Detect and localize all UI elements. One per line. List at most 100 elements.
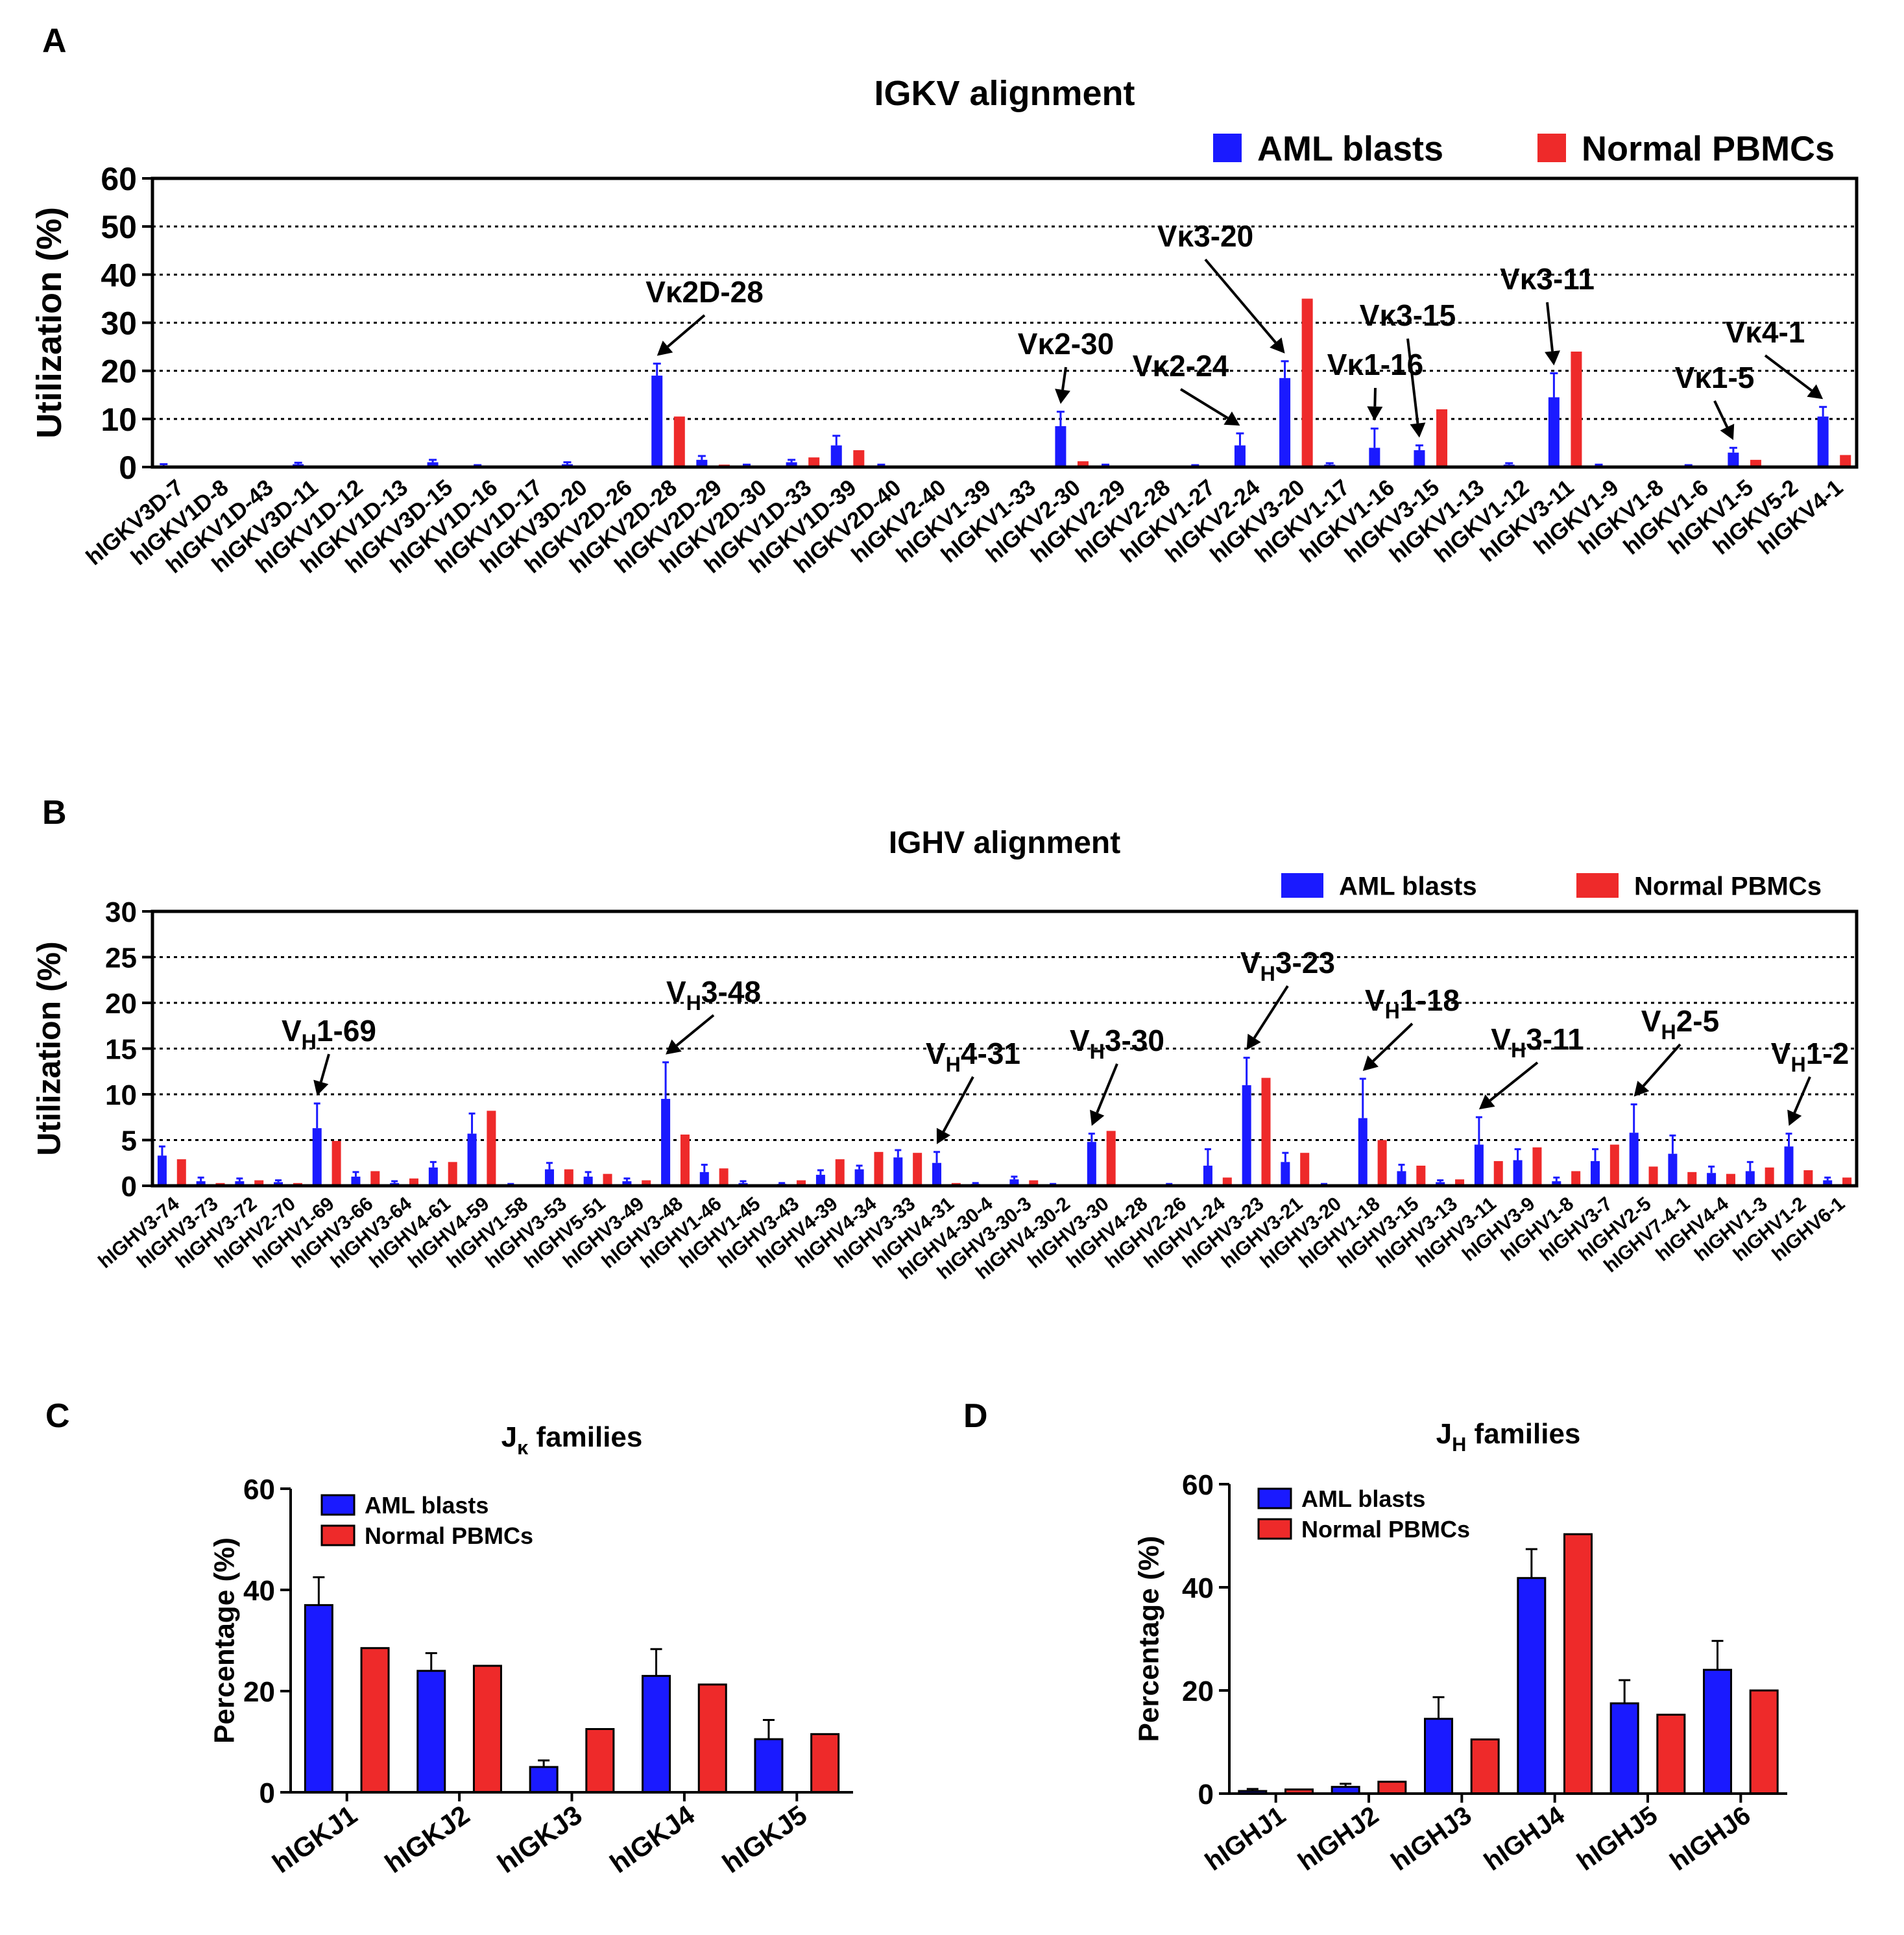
chart-b-ytick-label: 10: [105, 1079, 137, 1111]
chart-b-arrow-head-highv3-11: [1478, 1094, 1495, 1110]
chart-b-arrow-head-highv3-30: [1090, 1109, 1105, 1126]
chart-a-bar-aml-blasts-higkv4-1: [1817, 416, 1829, 467]
chart-d-title-main: J: [1436, 1418, 1452, 1450]
chart-a-bar-aml-blasts-higkv2-30: [1055, 426, 1066, 467]
chart-b-bar-normal-pbmcs-highv1-18: [1377, 1140, 1387, 1186]
chart-a-bar-normal-pbmcs-higkv2-30: [1077, 461, 1089, 467]
chart-b-bar-aml-blasts-highv1-8: [1552, 1181, 1561, 1186]
chart-b-bar-normal-pbmcs-highv3-23: [1261, 1077, 1271, 1186]
chart-b-title: IGHV alignment: [889, 826, 1120, 860]
chart-d-legend-swatch-normal-pbmcs: [1257, 1518, 1292, 1540]
chart-a-annotation-higkv3-11: Vκ3-11: [1500, 262, 1595, 296]
chart-a-annotation-higkv4-1: Vκ4-1: [1726, 315, 1805, 349]
chart-a-bar-aml-blasts-higkv1d-39: [830, 445, 842, 467]
chart-b-arrow-line-highv2-5: [1642, 1043, 1681, 1087]
chart-b-annotation-rest: 4-31: [961, 1037, 1020, 1070]
chart-a-annotation-higkv2-30: Vκ2-30: [1018, 327, 1114, 361]
chart-a-annotation-higkv2d-28: Vκ2D-28: [645, 275, 764, 309]
chart-b-annotation-rest: 1-69: [317, 1014, 376, 1048]
chart-a-annotation-higkv2-24: Vκ2-24: [1133, 349, 1229, 383]
chart-a-annotation-higkv3-20: Vκ3-20: [1157, 219, 1253, 253]
chart-b-bar-aml-blasts-highv2-70: [274, 1182, 283, 1186]
chart-a-arrow-head-higkv3-20: [1270, 337, 1285, 354]
chart-b-legend-swatch-aml-blasts: [1281, 873, 1323, 898]
chart-b-annotation-sub: H: [686, 991, 701, 1015]
chart-b-annotation-sub: H: [1511, 1039, 1526, 1062]
chart-b-arrow-line-highv3-48: [675, 1014, 715, 1047]
chart-b-bar-aml-blasts-highv1-46: [699, 1172, 709, 1186]
chart-c-bar-normal-pbmcs-higkj2: [472, 1665, 502, 1794]
chart-d-title: JH families: [1436, 1418, 1581, 1456]
chart-b-annotation-main: V: [666, 975, 686, 1009]
chart-b-annotation-sub: H: [1661, 1020, 1676, 1044]
chart-d-bar-normal-pbmcs-highj6: [1749, 1689, 1779, 1795]
chart-b-bar-normal-pbmcs-highv3-11: [1493, 1160, 1503, 1186]
chart-a-ytick-label: 10: [101, 402, 137, 438]
chart-b-bar-normal-pbmcs-highv3-64: [409, 1178, 419, 1186]
chart-b-ytick-label: 15: [105, 1033, 137, 1065]
chart-b-arrow-head-highv1-69: [313, 1079, 329, 1096]
chart-b-bar-normal-pbmcs-highv3-21: [1300, 1153, 1310, 1186]
chart-c-title-sub: κ: [517, 1436, 529, 1459]
chart-c-ytick-label: 40: [243, 1575, 275, 1607]
chart-a-arrow-line-higkv2-30: [1061, 367, 1067, 391]
chart-c-legend-swatch-normal-pbmcs: [320, 1524, 355, 1546]
chart-b-annotation-sub: H: [1790, 1053, 1805, 1076]
chart-a-annotation-higkv3-15: Vκ3-15: [1360, 298, 1456, 332]
chart-b-bar-aml-blasts-highv3-30-3: [1009, 1179, 1019, 1186]
chart-b-annotation-main: V: [1641, 1004, 1661, 1038]
chart-b-bar-aml-blasts-highv4-34: [854, 1169, 864, 1186]
chart-a-legend-swatch-aml-blasts: [1213, 134, 1242, 162]
chart-a-ytick-label: 60: [101, 161, 137, 197]
chart-b-arrow-line-highv4-31: [942, 1076, 974, 1133]
chart-a-bar-aml-blasts-higkv3d-15: [427, 462, 439, 467]
chart-a-annotation-higkv1-5: Vκ1-5: [1675, 361, 1755, 394]
chart-b-bar-aml-blasts-highv3-7: [1590, 1160, 1600, 1186]
chart-d-title-sub: H: [1452, 1433, 1466, 1456]
chart-b-bar-aml-blasts-highv3-15: [1397, 1171, 1406, 1186]
chart-d-bar-aml-blasts-highj6: [1703, 1668, 1732, 1795]
chart-c-title-main: J: [501, 1421, 517, 1453]
chart-b-annotation-rest: 1-2: [1806, 1037, 1849, 1070]
chart-b-bar-aml-blasts-highv7-4-1: [1668, 1153, 1678, 1186]
chart-c-ylabel: Percentage (%): [208, 1537, 240, 1744]
chart-b-annotation-rest: 3-48: [701, 975, 761, 1009]
chart-a-ylabel: Utilization (%): [30, 207, 69, 439]
chart-b-bar-normal-pbmcs-highv3-48: [680, 1135, 690, 1186]
chart-b-bar-normal-pbmcs-highv3-30: [1106, 1131, 1116, 1186]
chart-d-bar-normal-pbmcs-highj5: [1656, 1713, 1686, 1795]
chart-b-annotation-highv3-23: VH3-23: [1240, 946, 1335, 985]
chart-a-bar-aml-blasts-higkv3-15: [1414, 450, 1425, 467]
chart-c-ytick-label: 60: [243, 1474, 275, 1506]
chart-b-annotation-highv1-18: VH1-18: [1365, 983, 1460, 1023]
chart-c-ytick-label: 0: [259, 1777, 275, 1809]
panel-label-c: C: [45, 1397, 70, 1435]
chart-b-bar-aml-blasts-highv4-39: [815, 1175, 825, 1186]
chart-b-bar-normal-pbmcs-highv3-66: [370, 1171, 380, 1186]
chart-b-annotation-main: V: [282, 1014, 302, 1048]
chart-b-bar-normal-pbmcs-highv5-51: [603, 1173, 612, 1186]
chart-c-bar-normal-pbmcs-higkj5: [810, 1733, 840, 1794]
chart-a-arrow-line-higkv3-11: [1546, 302, 1554, 352]
panel-label-b: B: [42, 794, 67, 832]
chart-b-bar-aml-blasts-highv3-53: [544, 1169, 554, 1186]
chart-b-legend-label-aml-blasts: AML blasts: [1339, 872, 1477, 900]
chart-b-arrow-head-highv1-18: [1362, 1055, 1379, 1072]
chart-b-bar-aml-blasts-highv3-30: [1087, 1142, 1096, 1186]
chart-b-bar-aml-blasts-highv3-74: [157, 1155, 167, 1186]
chart-b-bar-normal-pbmcs-highv3-74: [176, 1159, 186, 1186]
chart-c-bar-aml-blasts-higkj3: [529, 1766, 559, 1794]
chart-a-bar-normal-pbmcs-higkv3-11: [1571, 352, 1582, 467]
chart-a-bar-normal-pbmcs-higkv1d-33: [808, 457, 820, 467]
chart-a-arrow-line-higkv3-15: [1406, 338, 1419, 424]
chart-b-bar-aml-blasts-highv4-31: [932, 1162, 942, 1186]
chart-a-bar-normal-pbmcs-higkv1d-39: [853, 450, 865, 467]
chart-b-annotation-main: V: [1365, 983, 1385, 1017]
chart-a-arrow-line-higkv4-1: [1764, 354, 1813, 392]
chart-b-annotation-rest: 3-11: [1526, 1022, 1584, 1056]
chart-b-ytick-label: 30: [105, 896, 137, 928]
chart-b-bar-aml-blasts-highv3-21: [1281, 1162, 1290, 1186]
chart-a-bar-aml-blasts-higkv3-20: [1279, 378, 1291, 467]
chart-b-annotation-sub: H: [1090, 1040, 1105, 1063]
chart-b-bar-normal-pbmcs-highv3-30-3: [1029, 1180, 1039, 1186]
